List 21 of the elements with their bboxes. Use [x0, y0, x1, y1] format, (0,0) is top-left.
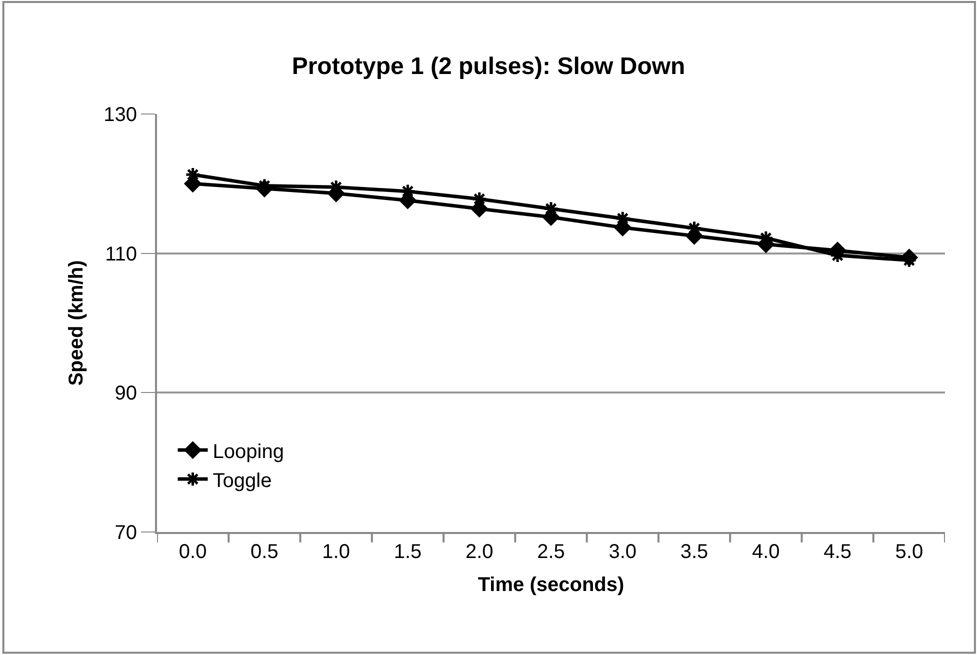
- x-tick-label: 1.0: [322, 541, 350, 563]
- x-tick-label: 2.0: [465, 541, 494, 563]
- x-tick-label: 4.5: [824, 541, 852, 563]
- x-tick-label: 3.5: [680, 541, 708, 563]
- x-tick-label: 1.5: [394, 541, 422, 563]
- y-axis-title: Speed (km/h): [66, 260, 88, 386]
- x-tick-label: 4.0: [752, 541, 780, 563]
- x-tick-label: 5.0: [895, 541, 924, 563]
- chart-title: Prototype 1 (2 pulses): Slow Down: [292, 52, 686, 80]
- x-axis-title: Time (seconds): [478, 574, 624, 596]
- x-tick-label: 2.5: [537, 541, 565, 563]
- legend-label: Toggle: [212, 470, 272, 492]
- y-tick-label: 70: [114, 522, 137, 544]
- legend-label: Looping: [212, 440, 284, 463]
- x-tick-label: 0.5: [250, 541, 278, 563]
- y-tick-label: 110: [105, 243, 137, 266]
- y-tick-label: 130: [104, 104, 137, 126]
- point: [470, 200, 488, 218]
- x-tick-label: 0.0: [178, 541, 207, 563]
- y-tick-label: 90: [114, 382, 137, 405]
- x-tick-label: 3.0: [608, 541, 637, 563]
